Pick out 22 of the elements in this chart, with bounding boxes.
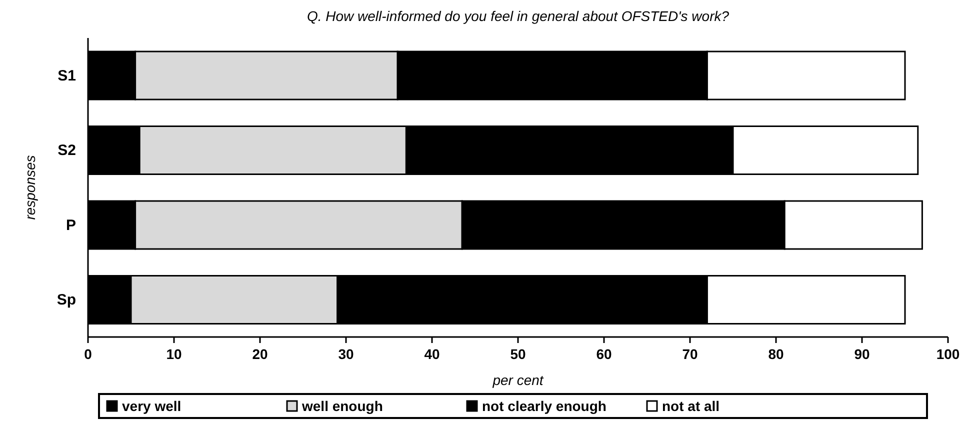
x-tick-label: 70	[682, 346, 698, 362]
x-tick-label: 90	[854, 346, 870, 362]
y-tick-label: Sp	[56, 292, 76, 309]
x-axis-title: per cent	[492, 372, 544, 388]
x-tick-label: 60	[596, 346, 612, 362]
legend-label: very well	[122, 398, 182, 414]
y-tick-label: S2	[58, 142, 76, 160]
y-tick-label: S1	[58, 67, 76, 84]
x-tick-label: 10	[166, 346, 182, 362]
x-tick-label: 20	[252, 346, 268, 362]
legend-label: not at all	[662, 398, 720, 414]
x-tick-label: 0	[84, 346, 92, 362]
legend-label: not clearly enough	[482, 398, 606, 414]
x-tick-label: 50	[510, 346, 526, 362]
x-tick-label: 30	[338, 346, 354, 362]
x-tick-label: 80	[768, 346, 784, 362]
y-tick-label: P	[66, 216, 76, 234]
legend-label: well enough	[302, 398, 383, 414]
y-axis-title: responses	[22, 155, 38, 220]
chart-title: Q. How well-informed do you feel in general about OFSTED's work?	[306, 8, 730, 26]
x-tick-label: 40	[424, 346, 440, 362]
x-tick-label: 100	[936, 346, 960, 362]
